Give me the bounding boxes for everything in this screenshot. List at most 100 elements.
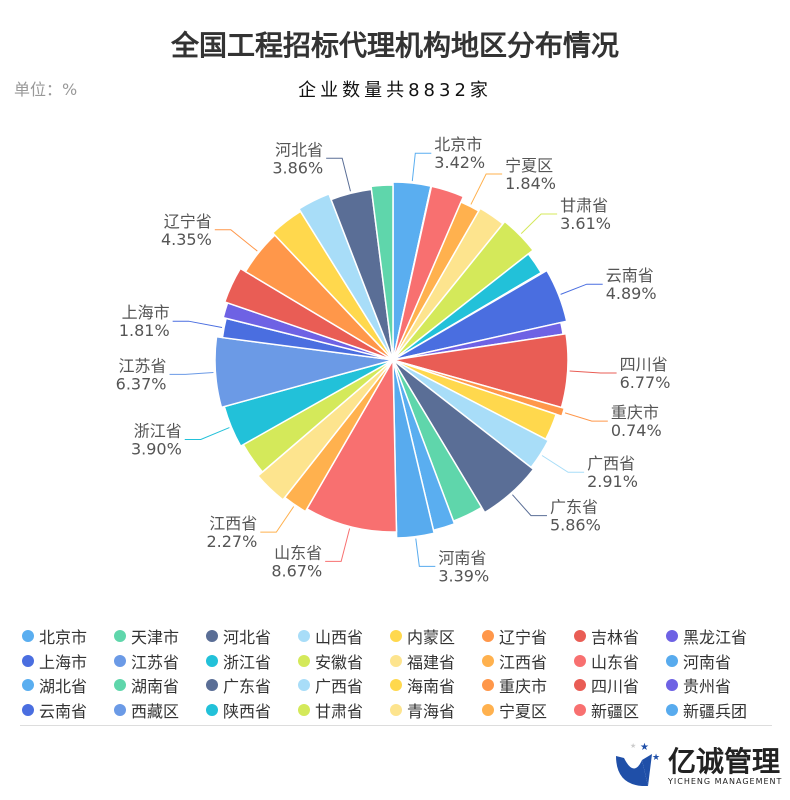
legend-item[interactable]: 湖南省 xyxy=(114,673,179,697)
leader-line xyxy=(326,157,351,192)
slice-label-name: 广西省 xyxy=(587,454,635,473)
legend-marker xyxy=(574,679,586,692)
leader-line xyxy=(470,173,503,205)
legend-item[interactable]: 宁夏区 xyxy=(482,698,547,722)
legend-item[interactable]: 山东省 xyxy=(574,649,639,673)
slice-label-value: 1.84% xyxy=(505,174,556,193)
legend-item[interactable]: 新疆兵团 xyxy=(666,698,747,722)
slice-label-name: 浙江省 xyxy=(134,421,182,440)
leader-line xyxy=(169,371,214,375)
legend-marker xyxy=(666,679,678,692)
slice-label-value: 3.86% xyxy=(272,158,323,177)
slice-山西省[interactable] xyxy=(298,193,394,361)
logo-icon: ★ ★ ★ xyxy=(616,742,660,786)
slice-label-value: 4.35% xyxy=(161,230,212,249)
slice-label-name: 四川省 xyxy=(620,355,668,374)
leader-line xyxy=(260,506,295,533)
slice-新疆区[interactable] xyxy=(392,185,465,361)
slice-label-value: 0.74% xyxy=(611,421,662,440)
slice-label-value: 6.37% xyxy=(116,374,167,393)
legend-item[interactable]: 安徽省 xyxy=(298,649,363,673)
legend-label: 江西省 xyxy=(499,652,548,672)
legend-item[interactable]: 西藏区 xyxy=(114,698,179,722)
leader-line xyxy=(325,528,351,562)
legend-item[interactable]: 河北省 xyxy=(206,624,271,648)
slice-label-name: 江西省 xyxy=(209,514,257,533)
slice-云南省[interactable] xyxy=(392,269,568,361)
legend-label: 四川省 xyxy=(591,677,640,697)
legend-item[interactable]: 北京市 xyxy=(22,624,87,648)
slice-label-name: 宁夏区 xyxy=(505,156,553,175)
legend-item[interactable]: 广东省 xyxy=(206,673,271,697)
slice-label-name: 甘肃省 xyxy=(560,196,608,215)
slice-label-value: 4.89% xyxy=(606,284,657,303)
slice-label-value: 3.42% xyxy=(434,153,485,172)
legend-item[interactable]: 上海市 xyxy=(22,649,87,673)
slice-label-name: 广东省 xyxy=(550,498,598,517)
legend-marker xyxy=(298,654,310,667)
legend-item[interactable]: 云南省 xyxy=(22,698,87,722)
slice-福建省[interactable] xyxy=(257,359,394,501)
legend-label: 广西省 xyxy=(315,677,364,697)
divider xyxy=(20,725,772,726)
legend-item[interactable]: 甘肃省 xyxy=(298,698,363,722)
legend-label: 宁夏区 xyxy=(499,702,548,722)
legend-marker xyxy=(22,679,34,692)
slice-山东省[interactable] xyxy=(306,359,398,533)
legend-marker xyxy=(22,654,34,667)
legend-item[interactable]: 新疆区 xyxy=(574,698,639,722)
legend-item[interactable]: 内蒙区 xyxy=(390,624,455,648)
slice-河南省[interactable] xyxy=(392,359,435,539)
legend-marker xyxy=(206,679,218,692)
legend-item[interactable]: 浙江省 xyxy=(206,649,271,673)
legend-item[interactable]: 陕西省 xyxy=(206,698,271,722)
legend-item[interactable]: 重庆市 xyxy=(482,673,547,697)
legend-item[interactable]: 吉林省 xyxy=(574,624,639,648)
legend-marker xyxy=(298,679,310,692)
legend-item[interactable]: 山西省 xyxy=(298,624,363,648)
legend-label: 湖南省 xyxy=(131,677,180,697)
legend-item[interactable]: 湖北省 xyxy=(22,673,87,697)
legend-item[interactable]: 广西省 xyxy=(298,673,363,697)
slice-吉林省[interactable] xyxy=(223,267,394,361)
legend-item[interactable]: 河南省 xyxy=(666,649,731,673)
slice-label-value: 1.81% xyxy=(119,321,170,340)
legend-item[interactable]: 贵州省 xyxy=(666,673,731,697)
svg-text:★: ★ xyxy=(652,753,660,763)
legend-label: 辽宁省 xyxy=(499,628,548,647)
slice-天津市[interactable] xyxy=(370,184,394,361)
legend-item[interactable]: 黑龙江省 xyxy=(666,624,747,648)
legend-item[interactable]: 青海省 xyxy=(390,698,455,722)
svg-text:★: ★ xyxy=(630,742,636,750)
slice-label-value: 3.90% xyxy=(131,439,182,458)
slice-甘肃省[interactable] xyxy=(392,220,534,361)
legend-label: 吉林省 xyxy=(591,628,640,647)
slice-label-name: 上海市 xyxy=(122,303,170,322)
leader-line xyxy=(520,213,558,234)
legend-item[interactable]: 辽宁省 xyxy=(482,624,547,648)
leader-line xyxy=(569,370,617,374)
legend-marker xyxy=(298,630,310,642)
legend-marker xyxy=(482,630,494,642)
slice-label-value: 3.61% xyxy=(560,214,611,233)
slice-label-name: 江苏省 xyxy=(118,356,166,375)
legend-label: 新疆区 xyxy=(591,702,640,722)
legend-item[interactable]: 四川省 xyxy=(574,673,639,697)
slice-广东省[interactable] xyxy=(392,359,535,514)
legend-label: 青海省 xyxy=(407,702,456,722)
legend-marker xyxy=(390,630,402,642)
legend-item[interactable]: 福建省 xyxy=(390,649,455,673)
legend-item[interactable]: 江西省 xyxy=(482,649,547,673)
logo-subtitle: YICHENG MANAGEMENT xyxy=(668,776,783,786)
legend-item[interactable]: 海南省 xyxy=(390,673,455,697)
slice-label-name: 云南省 xyxy=(606,266,654,285)
legend-marker xyxy=(22,630,34,642)
leader-line xyxy=(415,538,436,567)
legend-marker xyxy=(574,704,586,717)
legend-item[interactable]: 天津市 xyxy=(114,624,179,648)
legend-marker xyxy=(206,630,218,642)
legend-item[interactable]: 江苏省 xyxy=(114,649,179,673)
